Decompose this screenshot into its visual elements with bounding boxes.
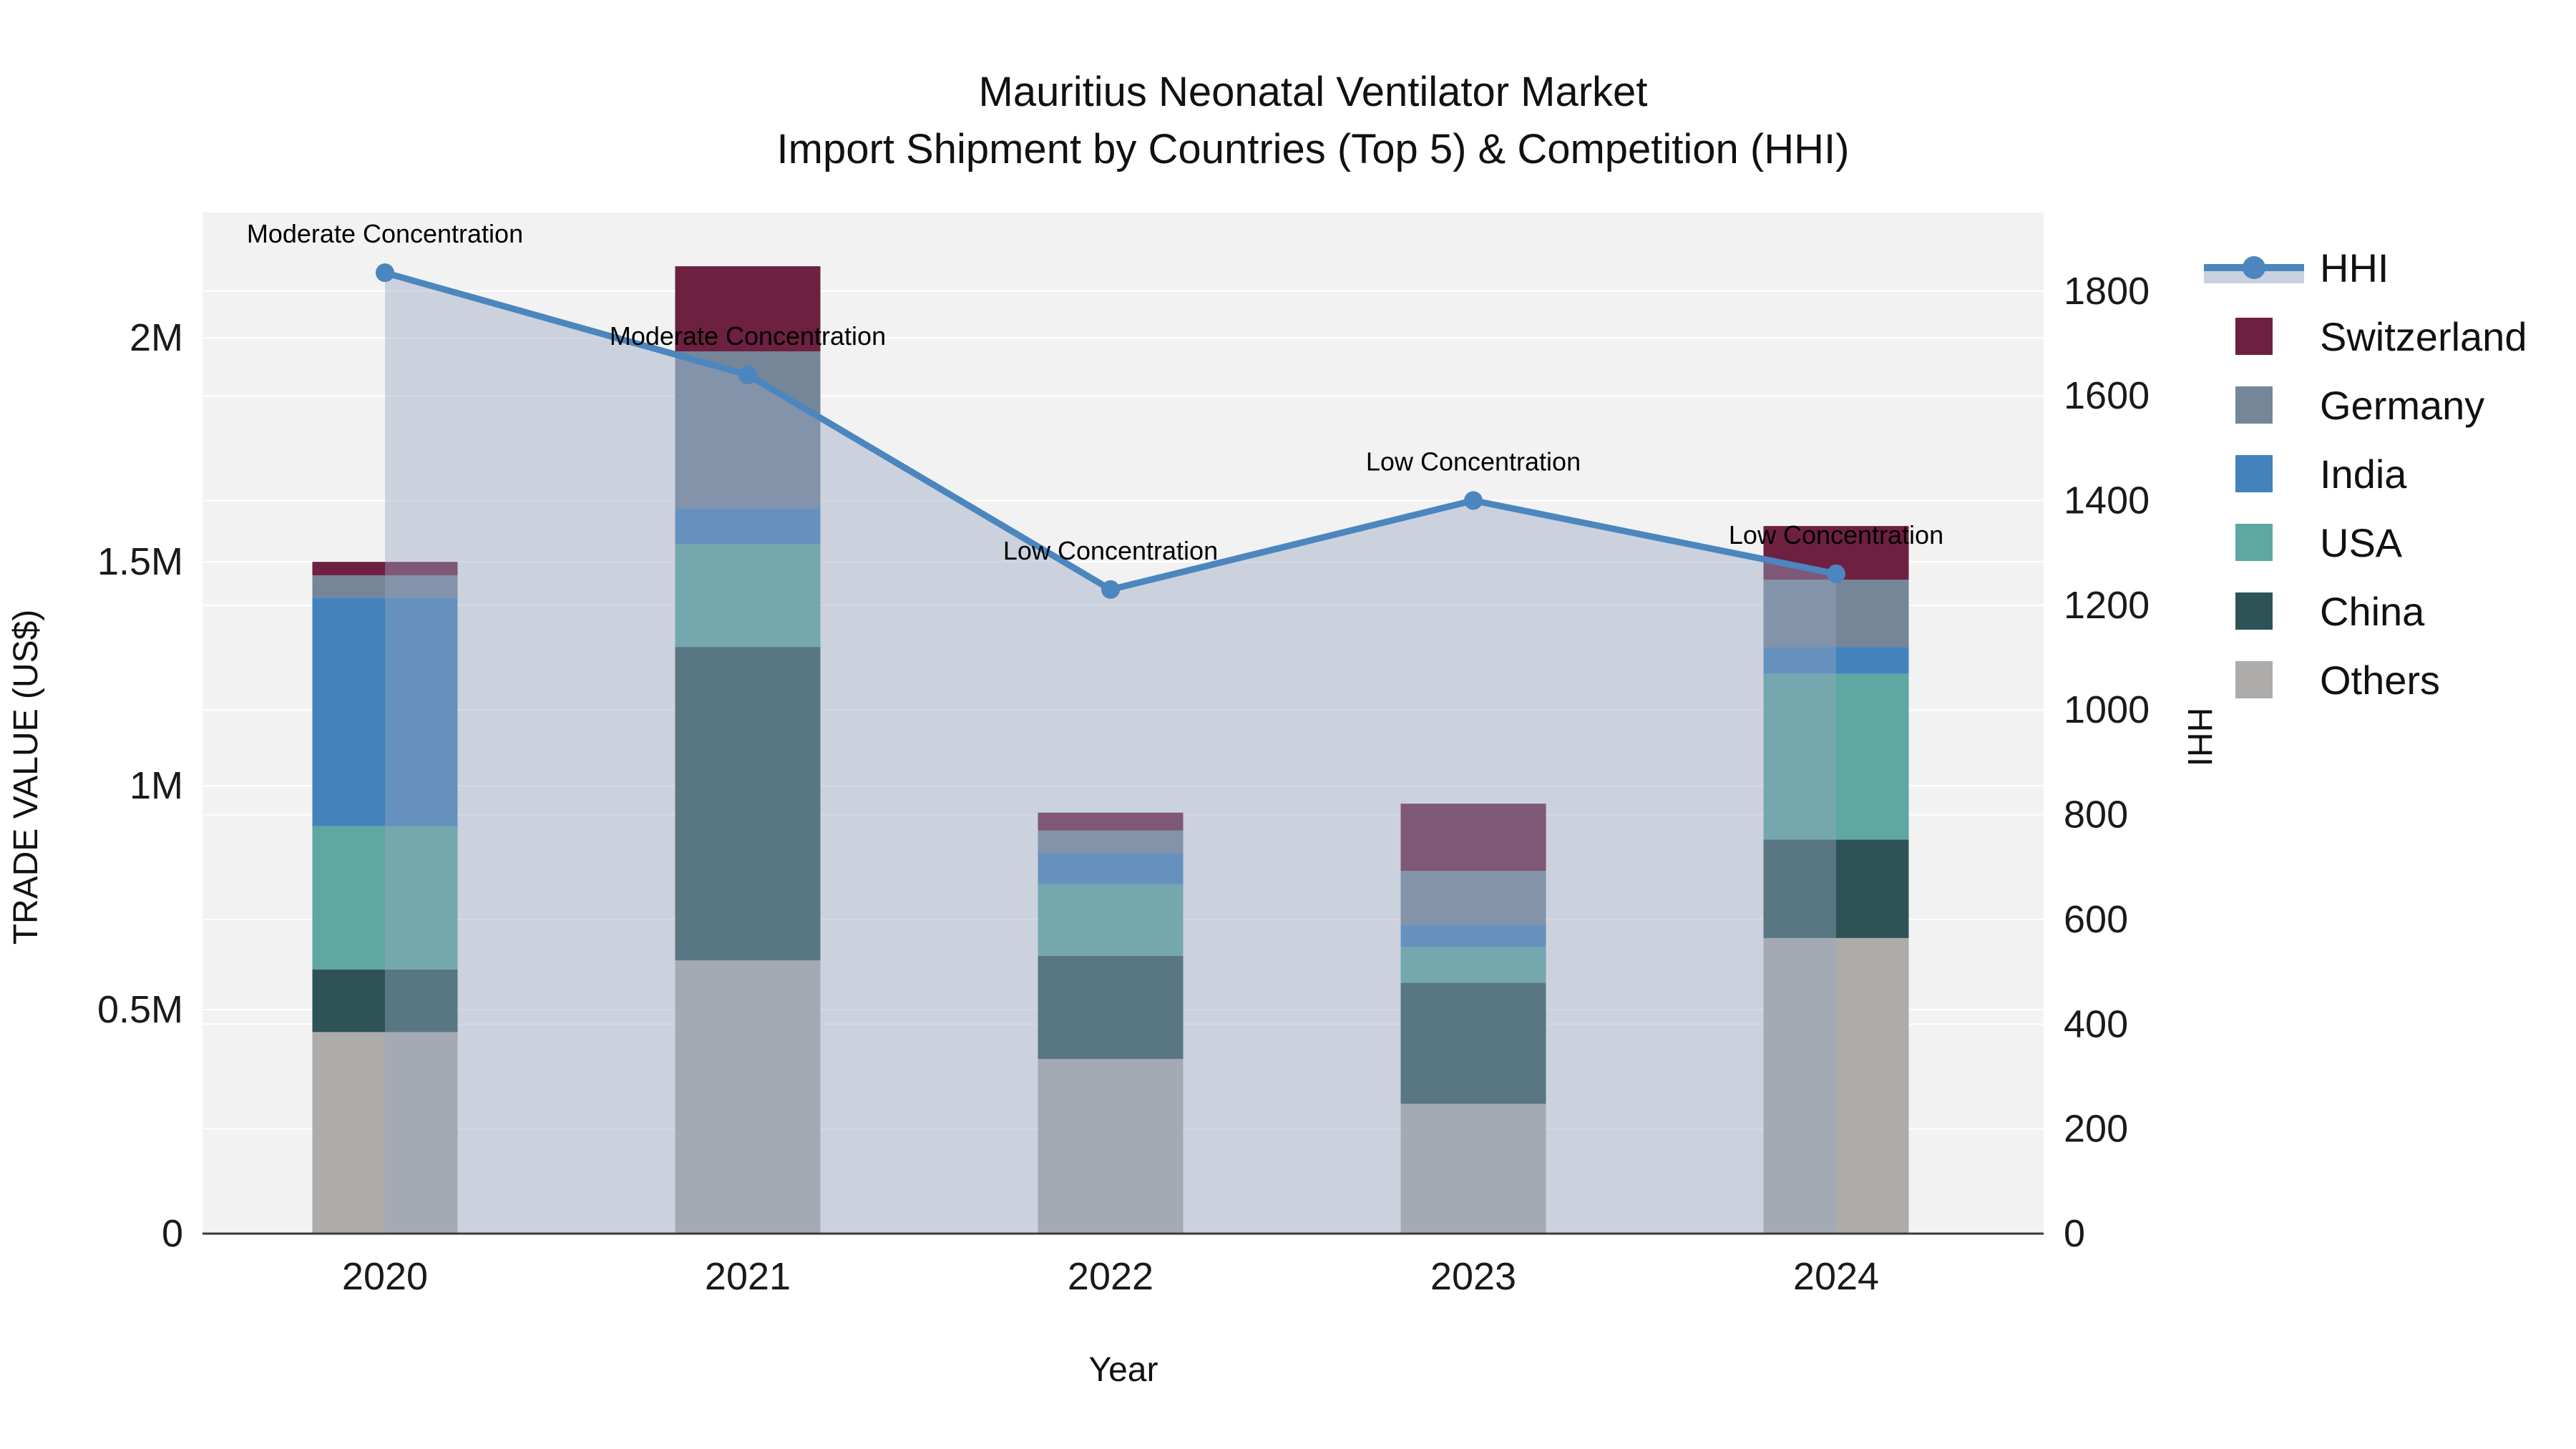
bar-segment-2021-others[interactable] — [675, 960, 821, 1234]
legend-label: Others — [2320, 657, 2441, 703]
bar-segment-2020-china[interactable] — [312, 969, 458, 1033]
legend-item-usa[interactable]: USA — [2204, 508, 2527, 577]
india-swatch-icon — [2235, 455, 2273, 492]
bar-segment-2020-others[interactable] — [312, 1032, 458, 1234]
bar-segment-2023-india[interactable] — [1400, 924, 1546, 947]
hhi-marker-2021[interactable] — [738, 365, 757, 384]
chart-legend: HHI Switzerland Germany India USA China … — [2204, 233, 2527, 714]
bar-segment-2020-switzerland[interactable] — [312, 562, 458, 575]
legend-label: Germany — [2320, 382, 2485, 428]
y-right-tick-label: 1200 — [2064, 584, 2150, 627]
legend-item-others[interactable]: Others — [2204, 645, 2527, 714]
bar-segment-2020-india[interactable] — [312, 597, 458, 826]
bar-segment-2020-germany[interactable] — [312, 575, 458, 598]
hhi-marker-2024[interactable] — [1827, 564, 1845, 583]
chart-title-line2: Import Shipment by Countries (Top 5) & C… — [776, 126, 1850, 172]
bar-segment-2023-others[interactable] — [1400, 1103, 1546, 1234]
china-swatch-icon — [2235, 592, 2273, 630]
legend-item-hhi[interactable]: HHI — [2204, 233, 2527, 302]
x-tick-label-2024: 2024 — [1793, 1255, 1879, 1298]
bar-segment-2023-china[interactable] — [1400, 982, 1546, 1104]
legend-label: USA — [2320, 519, 2403, 565]
y-left-tick-label: 2M — [130, 316, 183, 359]
bar-segment-2021-usa[interactable] — [675, 544, 821, 648]
y-left-tick-label: 1M — [130, 764, 183, 807]
annotation-2021: Moderate Concentration — [610, 321, 886, 351]
legend-item-china[interactable]: China — [2204, 577, 2527, 645]
legend-item-india[interactable]: India — [2204, 439, 2527, 508]
legend-label: China — [2320, 588, 2425, 634]
legend-label: India — [2320, 451, 2407, 497]
y-right-tick-label: 1600 — [2064, 374, 2150, 417]
y-right-tick-label: 1400 — [2064, 479, 2150, 522]
y-right-tick-label: 1000 — [2064, 688, 2150, 731]
hhi-marker-2023[interactable] — [1464, 491, 1483, 510]
bar-segment-2022-china[interactable] — [1038, 955, 1184, 1059]
germany-swatch-icon — [2235, 386, 2273, 424]
hhi-marker-2020[interactable] — [376, 263, 394, 283]
y-right-tick-label: 0 — [2064, 1212, 2085, 1255]
bar-segment-2021-switzerland[interactable] — [675, 266, 821, 352]
legend-label: Switzerland — [2320, 313, 2527, 359]
bar-segment-2024-germany[interactable] — [1763, 580, 1909, 648]
bar-segment-2022-india[interactable] — [1038, 853, 1184, 884]
annotation-2022: Low Concentration — [1003, 536, 1218, 565]
bar-segment-2022-switzerland[interactable] — [1038, 812, 1184, 831]
x-tick-label-2020: 2020 — [342, 1255, 428, 1298]
y-right-tick-label: 1800 — [2064, 270, 2150, 313]
y-left-tick-label: 0 — [162, 1212, 183, 1255]
y-left-tick-label: 0.5M — [97, 988, 183, 1031]
y-right-axis-title: HHI — [2180, 708, 2218, 767]
x-tick-label-2023: 2023 — [1430, 1255, 1516, 1298]
annotation-2023: Low Concentration — [1366, 447, 1581, 476]
bar-segment-2024-china[interactable] — [1763, 839, 1909, 938]
bar-segment-2023-germany[interactable] — [1400, 871, 1546, 925]
y-left-tick-label: 1.5M — [97, 540, 183, 583]
y-left-axis-title: TRADE VALUE (US$) — [7, 610, 45, 945]
hhi-line-icon — [2204, 249, 2304, 286]
y-right-tick-label: 600 — [2064, 898, 2128, 941]
switzerland-swatch-icon — [2235, 318, 2273, 355]
y-right-tick-label: 800 — [2064, 794, 2128, 836]
y-right-tick-label: 200 — [2064, 1108, 2128, 1151]
annotation-2020: Moderate Concentration — [247, 219, 523, 248]
others-swatch-icon — [2235, 661, 2273, 698]
bar-segment-2021-china[interactable] — [675, 647, 821, 961]
legend-item-switzerland[interactable]: Switzerland — [2204, 302, 2527, 371]
hhi-marker-dot-icon — [2243, 256, 2265, 279]
y-right-tick-label: 400 — [2064, 1002, 2128, 1045]
x-tick-label-2021: 2021 — [705, 1255, 791, 1298]
chart-title-line1: Mauritius Neonatal Ventilator Market — [978, 69, 1648, 115]
bar-segment-2021-india[interactable] — [675, 508, 821, 545]
bar-segment-2022-others[interactable] — [1038, 1058, 1184, 1234]
annotation-2024: Low Concentration — [1729, 520, 1943, 550]
legend-item-germany[interactable]: Germany — [2204, 371, 2527, 439]
legend-label: HHI — [2320, 245, 2389, 291]
bar-segment-2024-usa[interactable] — [1763, 673, 1909, 840]
bar-segment-2024-others[interactable] — [1763, 937, 1909, 1234]
bar-segment-2022-germany[interactable] — [1038, 830, 1184, 854]
bar-segment-2023-usa[interactable] — [1400, 947, 1546, 983]
bar-segment-2020-usa[interactable] — [312, 826, 458, 970]
usa-swatch-icon — [2235, 524, 2273, 561]
hhi-marker-2022[interactable] — [1101, 580, 1120, 599]
bar-segment-2024-india[interactable] — [1763, 647, 1909, 674]
hhi-area-fill — [385, 273, 1836, 1234]
x-axis-title: Year — [1089, 1351, 1158, 1389]
bar-segment-2023-switzerland[interactable] — [1400, 804, 1546, 872]
x-tick-label-2022: 2022 — [1068, 1255, 1153, 1298]
bar-segment-2022-usa[interactable] — [1038, 884, 1184, 956]
